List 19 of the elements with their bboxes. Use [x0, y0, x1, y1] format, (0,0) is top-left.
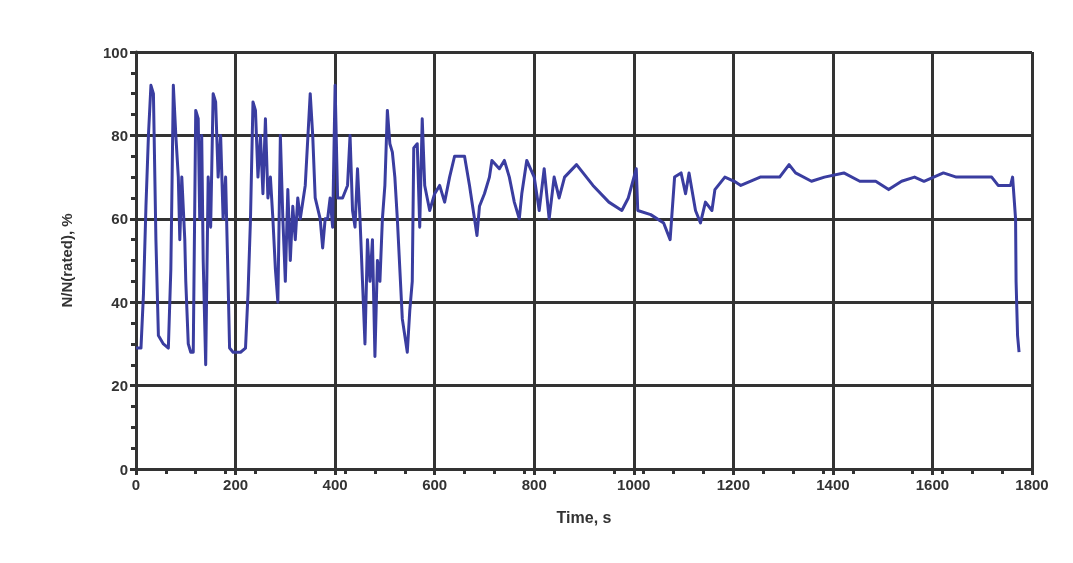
y-tick-label: 100	[102, 43, 128, 61]
x-tick-label: 800	[521, 476, 547, 493]
y-tick-label: 0	[119, 460, 128, 478]
x-tick-label: 1200	[716, 476, 751, 493]
x-tick-label: 1400	[816, 476, 850, 493]
x-tick-label: 200	[223, 476, 249, 493]
x-tick-label: 0	[131, 476, 141, 493]
x-tick-label: 1800	[1015, 476, 1049, 493]
y-tick-label: 40	[111, 293, 128, 311]
x-axis-title: Time, s	[556, 508, 612, 526]
y-tick-label: 60	[111, 210, 128, 228]
y-tick-label: 20	[111, 377, 128, 395]
x-tick-label: 1600	[915, 476, 950, 493]
y-tick-label: 80	[111, 126, 128, 144]
x-tick-label: 1000	[617, 476, 651, 493]
line-series	[134, 83, 1021, 367]
x-tick-label: 600	[422, 476, 448, 493]
x-tick-label: 400	[322, 476, 348, 493]
y-axis-title: N/N(rated), %	[58, 213, 75, 308]
